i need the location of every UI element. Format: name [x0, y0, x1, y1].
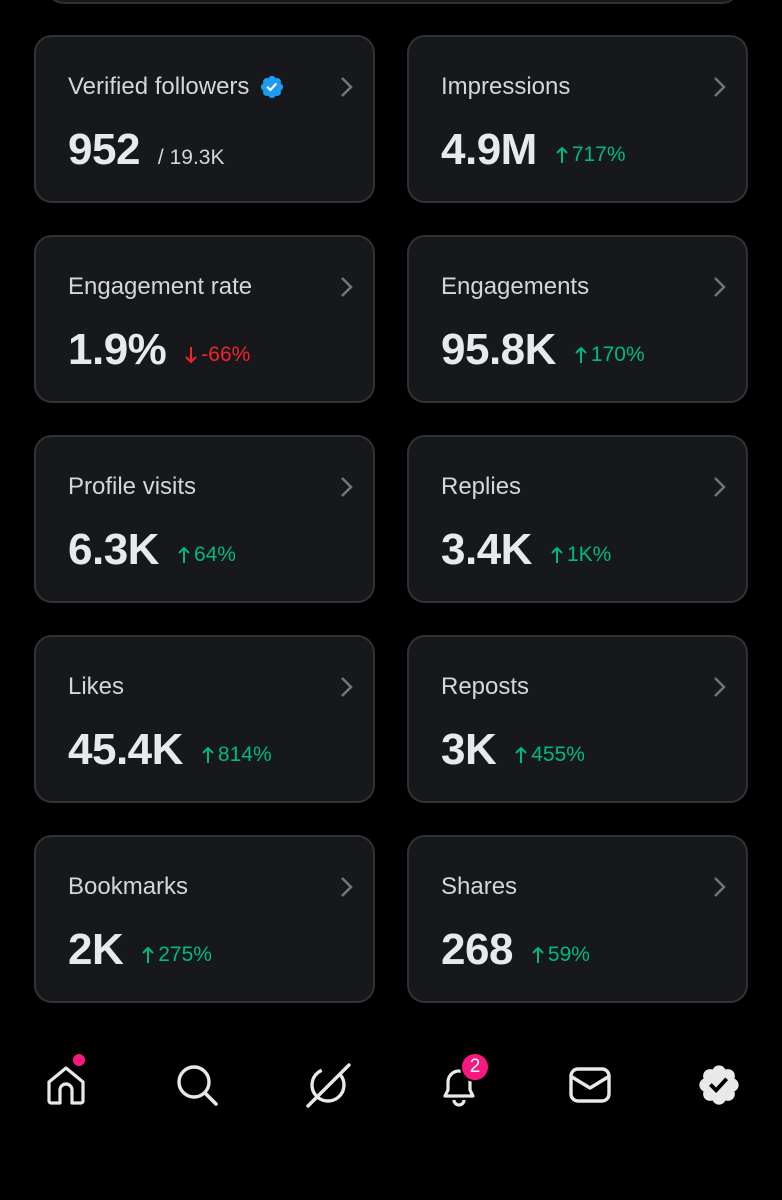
home-icon: [47, 1066, 85, 1105]
stat-card-impressions[interactable]: Impressions 4.9M 717%: [407, 35, 748, 203]
stat-label: Bookmarks: [68, 873, 189, 900]
stat-change-value: 814%: [217, 743, 272, 766]
stat-card-replies[interactable]: Replies 3.4K 1K%: [407, 435, 748, 603]
nav-notifications[interactable]: 2: [436, 1052, 490, 1108]
stat-change-value: 717%: [571, 143, 626, 166]
nav-home[interactable]: [43, 1054, 89, 1108]
chevron-right-icon: [714, 277, 726, 297]
stat-card-verified-followers[interactable]: Verified followers 952 / 19.3K: [34, 35, 375, 203]
stats-grid: Verified followers 952 / 19.3K Impressio…: [34, 35, 748, 1003]
stat-card-bookmarks[interactable]: Bookmarks 2K 275%: [34, 835, 375, 1003]
stat-value-row: 95.8K 170%: [441, 325, 645, 375]
arrow-down-icon: [185, 347, 198, 364]
arrow-up-icon: [556, 146, 568, 163]
stat-value-row: 6.3K 64%: [68, 525, 236, 575]
stat-change-value: 275%: [158, 943, 212, 966]
arrow-up-icon: [575, 346, 587, 363]
nav-premium[interactable]: [696, 1062, 742, 1108]
stat-value: 6.3K: [68, 525, 159, 574]
stat-value-row: 3K 455%: [441, 725, 585, 775]
stat-label: Replies: [441, 473, 522, 500]
stat-change-value: 64%: [193, 543, 236, 566]
stat-change: 170%: [574, 343, 645, 367]
bottom-nav-bar: 2: [0, 1040, 782, 1130]
stat-card-engagement-rate[interactable]: Engagement rate 1.9% -66%: [34, 235, 375, 403]
stat-value: 952: [68, 125, 140, 174]
stat-value-row: 1.9% -66%: [68, 325, 250, 375]
stat-card-profile-visits[interactable]: Profile visits 6.3K 64%: [34, 435, 375, 603]
arrow-up-icon: [142, 946, 154, 963]
chevron-right-icon: [714, 877, 726, 897]
stat-change: -66%: [184, 343, 250, 367]
stat-change-value: -66%: [201, 343, 251, 366]
messages-icon: [569, 1067, 611, 1103]
stat-value: 1.9%: [68, 325, 167, 374]
stat-card-likes[interactable]: Likes 45.4K 814%: [34, 635, 375, 803]
arrow-up-icon: [515, 746, 527, 763]
arrow-up-icon: [532, 946, 544, 963]
stat-value: 2K: [68, 925, 124, 974]
arrow-up-icon: [551, 546, 563, 563]
chevron-right-icon: [714, 77, 726, 97]
search-icon: [177, 1065, 218, 1106]
stat-value-row: 952 / 19.3K: [68, 125, 224, 175]
previous-card-edge: [46, 0, 740, 4]
stat-label: Shares: [441, 873, 518, 900]
stat-label: Verified followers: [68, 73, 250, 100]
stat-value-row: 45.4K 814%: [68, 725, 272, 775]
notifications-badge: 2: [460, 1052, 490, 1082]
chevron-right-icon: [341, 677, 353, 697]
stat-change-value: 1K%: [566, 543, 612, 566]
stat-label: Profile visits: [68, 473, 197, 500]
nav-grok[interactable]: [305, 1062, 351, 1108]
chevron-right-icon: [341, 877, 353, 897]
stat-change: 455%: [514, 743, 585, 767]
chevron-right-icon: [714, 677, 726, 697]
stat-change: 1K%: [550, 543, 611, 567]
stat-label-row: Verified followers: [68, 73, 285, 101]
stat-label: Likes: [68, 673, 125, 700]
stat-value-row: 2K 275%: [68, 925, 212, 975]
verified-badge-icon: [261, 75, 284, 99]
home-unread-dot: [73, 1054, 85, 1066]
arrow-up-icon: [178, 546, 190, 563]
premium-verified-icon: [699, 1065, 739, 1105]
stat-label: Engagement rate: [68, 273, 253, 300]
nav-messages[interactable]: [567, 1062, 613, 1108]
stat-value-row: 3.4K 1K%: [441, 525, 611, 575]
stat-value: 268: [441, 925, 513, 974]
stat-change-value: 455%: [531, 743, 585, 766]
stat-total: / 19.3K: [157, 146, 225, 169]
stat-label: Engagements: [441, 273, 590, 300]
stat-label: Reposts: [441, 673, 530, 700]
stat-value: 3K: [441, 725, 497, 774]
chevron-right-icon: [714, 477, 726, 497]
stat-value-row: 4.9M 717%: [441, 125, 626, 175]
stat-value: 95.8K: [441, 325, 556, 374]
stat-change-value: 59%: [547, 943, 590, 966]
grok-icon: [306, 1063, 351, 1108]
stat-value-row: 268 59%: [441, 925, 590, 975]
chevron-right-icon: [341, 77, 353, 97]
stat-card-reposts[interactable]: Reposts 3K 455%: [407, 635, 748, 803]
stat-card-engagements[interactable]: Engagements 95.8K 170%: [407, 235, 748, 403]
arrow-up-icon: [202, 746, 214, 763]
stat-value: 4.9M: [441, 125, 537, 174]
nav-search[interactable]: [174, 1062, 220, 1108]
stat-change-value: 170%: [590, 343, 645, 366]
stat-card-shares[interactable]: Shares 268 59%: [407, 835, 748, 1003]
stat-change: 814%: [201, 743, 272, 767]
stat-value: 3.4K: [441, 525, 532, 574]
chevron-right-icon: [341, 477, 353, 497]
chevron-right-icon: [341, 277, 353, 297]
stat-value: 45.4K: [68, 725, 183, 774]
stat-change: 275%: [141, 943, 212, 967]
stat-change: 717%: [555, 143, 626, 167]
stat-change: 64%: [177, 543, 236, 567]
stat-label: Impressions: [441, 73, 571, 100]
stat-change: 59%: [531, 943, 590, 967]
